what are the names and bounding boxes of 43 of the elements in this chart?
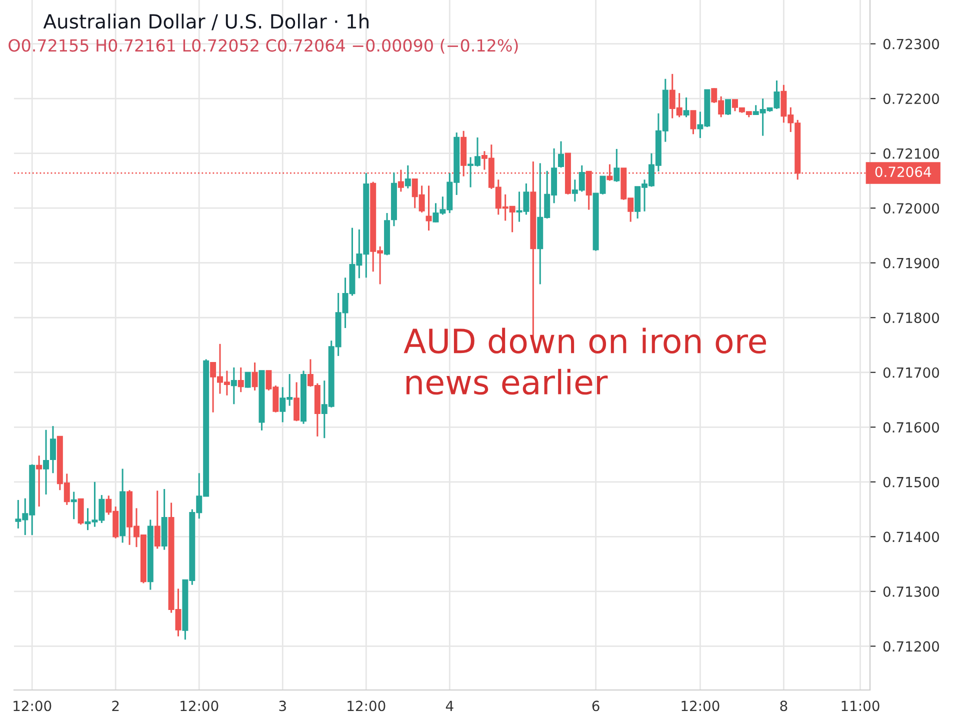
candlestick <box>154 490 160 550</box>
x-tick-label: 8 <box>780 700 788 712</box>
x-tick-label: 12:00 <box>682 700 720 712</box>
x-tick-label: 12:00 <box>14 700 52 712</box>
candlestick <box>70 490 77 520</box>
candlestick <box>50 425 56 474</box>
annotation: AUD down on iron ore news earlier <box>404 328 766 395</box>
text: Australian Dollar / U.S. Dollar · 1h <box>43 14 368 30</box>
x-tick-label: 4 <box>446 700 454 711</box>
candlestick <box>614 148 620 183</box>
y-tick-label: 0.71200 <box>883 641 940 652</box>
candlestick <box>426 184 432 232</box>
candlestick <box>230 366 237 405</box>
x-tick-label: 12:00 <box>348 700 386 712</box>
candlestick <box>683 96 690 118</box>
y-tick-label: 0.71700 <box>883 367 940 378</box>
y-tick-label: 0.71300 <box>883 586 940 597</box>
candlestick <box>690 110 696 135</box>
y-tick-label: 0.71800 <box>883 312 940 324</box>
y-tick-label: 0.72100 <box>883 148 940 159</box>
candlestick <box>36 454 42 508</box>
x-tick-label: 6 <box>592 700 600 712</box>
candlestick <box>43 429 50 496</box>
text: O0.72155 H0.72161 L0.72052 C0.72064 −0.00090 (−0.12%) <box>8 38 518 54</box>
x-tick-label: 11:00 <box>842 700 880 712</box>
y-tick-label: 0.72300 <box>883 38 940 50</box>
candlestick <box>244 372 251 388</box>
candlestick <box>558 140 564 168</box>
y-tick-label: 0.71500 <box>883 476 940 488</box>
x-tick-label: 12:00 <box>180 700 218 712</box>
y-tick-label: 0.72000 <box>883 203 940 214</box>
candlestick <box>294 381 300 422</box>
y-tick-label: 0.71600 <box>883 422 940 433</box>
candlestick <box>252 362 258 392</box>
candlestick <box>404 164 411 190</box>
y-tick-label: 0.71900 <box>883 258 940 268</box>
y-tick-label: 0.72200 <box>883 94 940 104</box>
x-tick-label: 3 <box>279 700 286 712</box>
candlestick <box>238 366 244 393</box>
x-tick-label: 2 <box>112 700 119 711</box>
ref-line-label: 0.72064 <box>875 166 932 178</box>
candlestick <box>725 98 732 116</box>
y-tick-label: 0.71400 <box>883 532 940 542</box>
